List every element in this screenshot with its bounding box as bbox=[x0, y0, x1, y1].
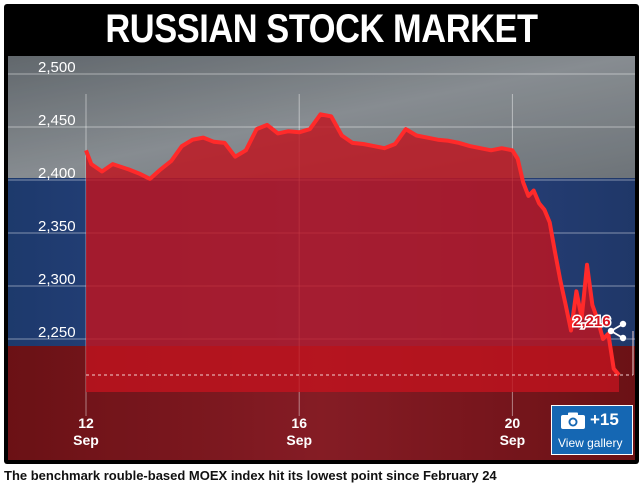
x-tick-sublabel: Sep bbox=[286, 432, 312, 448]
y-tick-label: 2,350 bbox=[38, 218, 76, 235]
y-tick-label: 2,500 bbox=[38, 59, 76, 76]
y-tick-label: 2,300 bbox=[38, 271, 76, 288]
gallery-label: View gallery bbox=[558, 436, 623, 450]
chart-title: RUSSIAN STOCK MARKET CRASH bbox=[105, 7, 538, 97]
camera-icon bbox=[561, 412, 585, 429]
x-tick-sublabel: Sep bbox=[500, 432, 526, 448]
image-caption: The benchmark rouble-based MOEX index hi… bbox=[4, 468, 497, 483]
last-value-label: 2,216 bbox=[573, 313, 611, 330]
series-line bbox=[84, 112, 621, 377]
x-tick-label: 12 bbox=[78, 415, 94, 431]
share-icon[interactable] bbox=[604, 318, 630, 344]
y-tick-label: 2,250 bbox=[38, 324, 76, 341]
chart-area: 2,500 2,450 2,400 2,350 2,300 2,250 12 Sep 16 Se… bbox=[8, 56, 635, 460]
x-tick-label: 20 bbox=[505, 415, 521, 431]
y-tick-label: 2,400 bbox=[38, 165, 76, 182]
x-tick-sublabel: Sep bbox=[73, 432, 99, 448]
x-tick-label: 16 bbox=[291, 415, 307, 431]
y-axis-ticks: 2,500 2,450 2,400 2,350 2,300 2,250 bbox=[38, 59, 76, 341]
area-fill bbox=[86, 114, 619, 393]
y-tick-label: 2,450 bbox=[38, 112, 76, 129]
gallery-count: +15 bbox=[590, 410, 619, 429]
view-gallery-button[interactable]: +15 View gallery bbox=[551, 405, 633, 455]
chart-frame: RUSSIAN STOCK MARKET CRASH bbox=[4, 4, 639, 464]
